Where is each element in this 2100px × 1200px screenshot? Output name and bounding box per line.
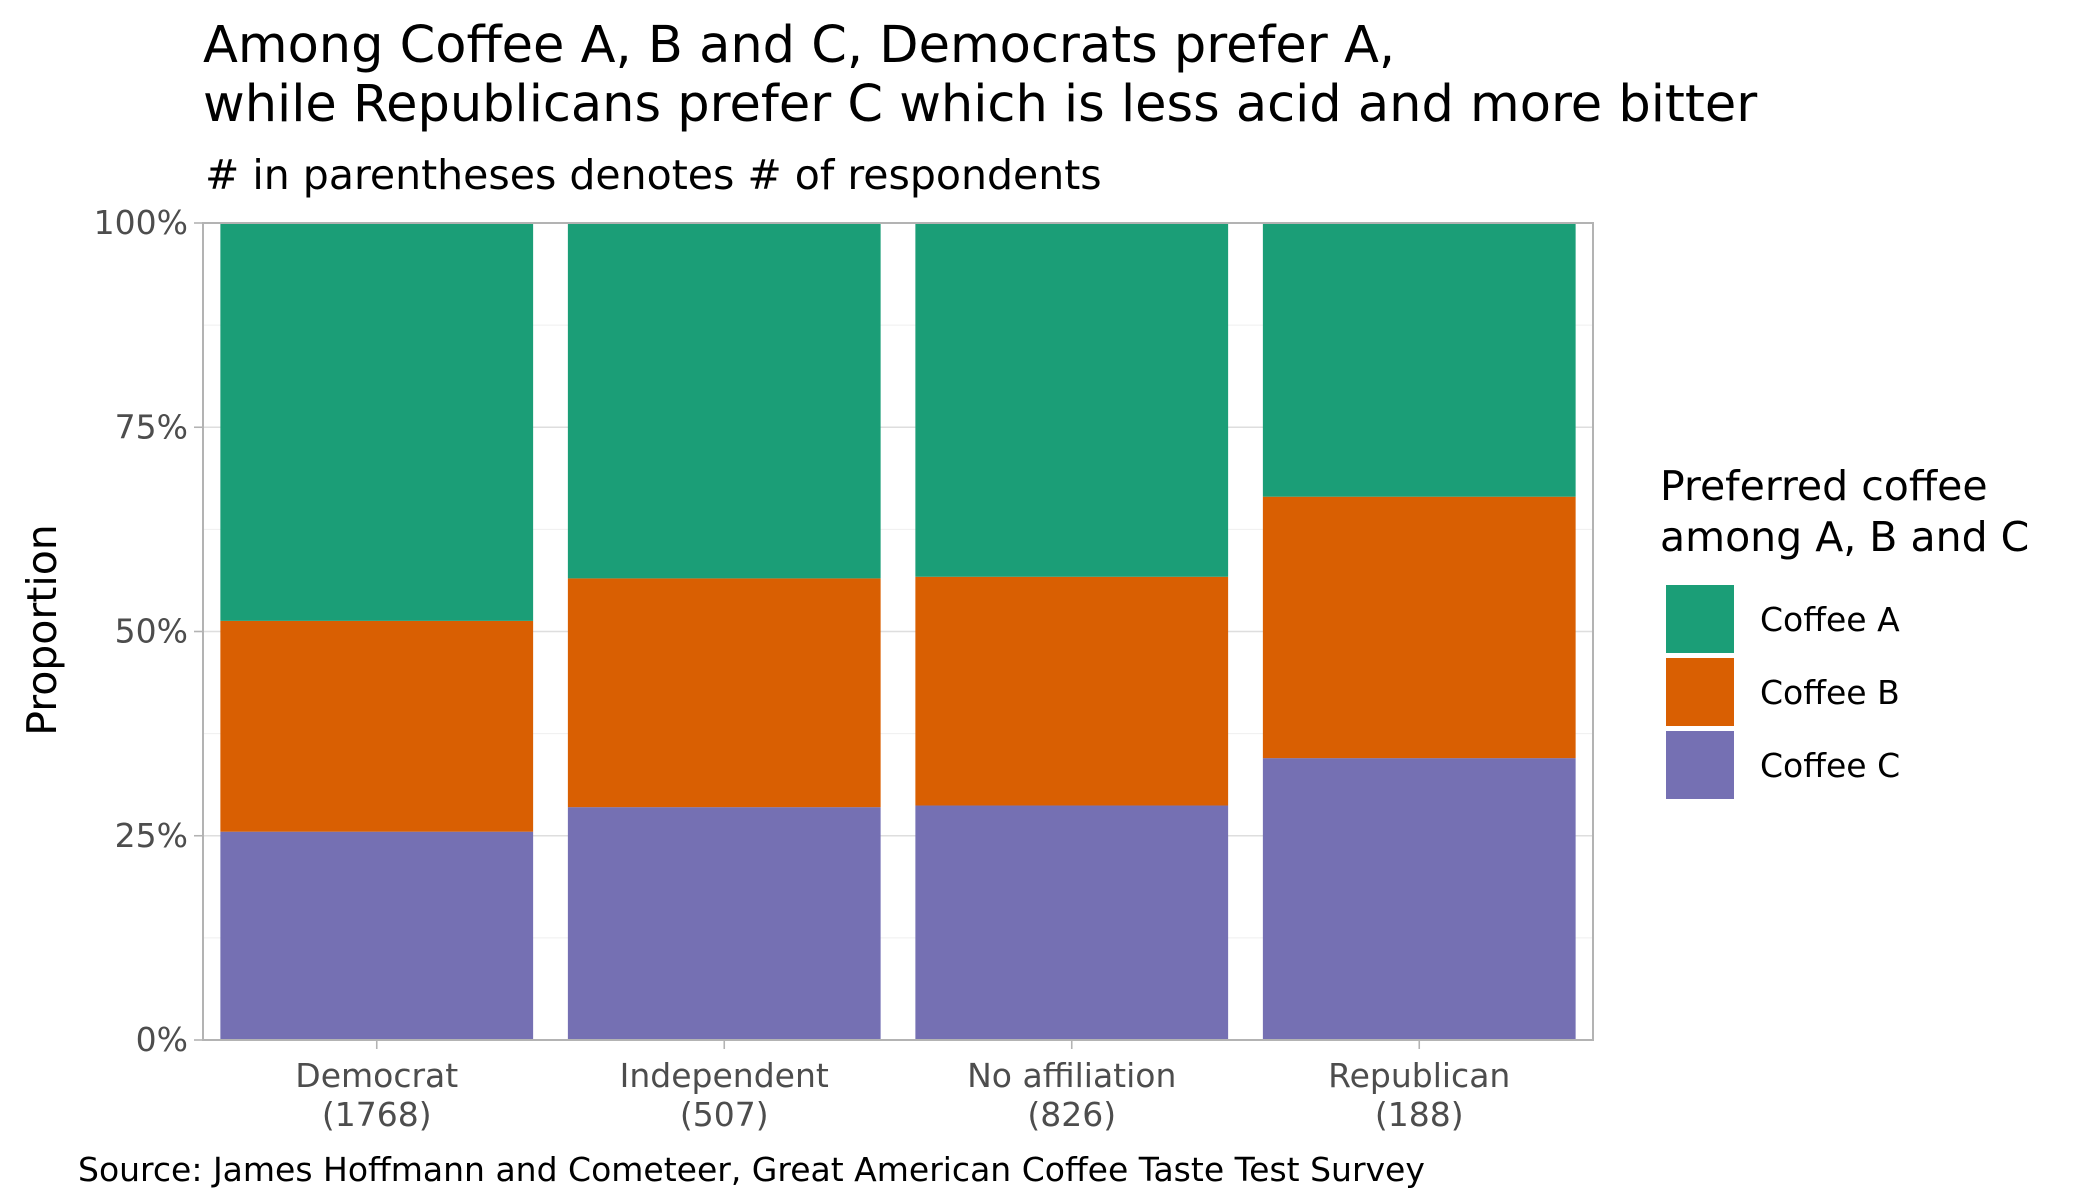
bar-coffee-c-independent: [567, 807, 881, 1040]
chart-subtitle: # in parentheses denotes # of respondent…: [205, 151, 1102, 199]
y-axis: 0% 25% 50% 75% 100%: [94, 203, 203, 1059]
bar-coffee-a-no-affiliation: [915, 223, 1229, 577]
bar-coffee-c-republican: [1262, 758, 1576, 1040]
bar-coffee-a-republican: [1262, 223, 1576, 497]
legend-title-line-2: among A, B and C: [1660, 513, 2029, 561]
legend-label-coffee-a: Coffee A: [1760, 600, 1900, 639]
bar-coffee-b-republican: [1262, 496, 1576, 759]
legend-label-coffee-b: Coffee B: [1760, 673, 1900, 712]
chart-title-group: Among Coffee A, B and C, Democrats prefe…: [203, 16, 1757, 199]
y-tick-label: 0%: [136, 1020, 188, 1059]
y-tick-label: 100%: [94, 203, 188, 242]
x-tick-label: Republican: [1328, 1056, 1510, 1095]
chart-caption: Source: James Hoffmann and Cometeer, Gre…: [78, 1150, 1425, 1189]
x-tick-count-label: (826): [1027, 1095, 1116, 1134]
legend-title-line-1: Preferred coffee: [1660, 462, 1988, 510]
chart-title-line-1: Among Coffee A, B and C, Democrats prefe…: [203, 16, 1395, 75]
legend-items: Coffee A Coffee B Coffee C: [1666, 585, 1900, 799]
y-tick-label: 25%: [115, 816, 188, 855]
legend-label-coffee-c: Coffee C: [1760, 746, 1900, 785]
legend: Preferred coffee among A, B and C Coffee…: [1660, 462, 2029, 799]
bar-coffee-a-democrat: [220, 223, 534, 621]
bar-coffee-b-independent: [567, 578, 881, 808]
y-tick-label: 50%: [115, 612, 188, 651]
bar-coffee-c-democrat: [220, 831, 534, 1040]
bar-coffee-b-democrat: [220, 620, 534, 832]
chart-title-line-2: while Republicans prefer C which is less…: [203, 75, 1757, 134]
y-tick-label: 75%: [115, 407, 188, 446]
bar-coffee-a-independent: [567, 223, 881, 579]
legend-key-coffee-b: [1666, 658, 1734, 726]
x-tick-label: Democrat: [295, 1056, 458, 1095]
legend-key-coffee-c: [1666, 731, 1734, 799]
legend-key-coffee-a: [1666, 585, 1734, 653]
x-tick-label: No affiliation: [967, 1056, 1176, 1095]
x-tick-label: Independent: [620, 1056, 829, 1095]
bars: [220, 223, 1576, 1040]
x-axis: Democrat(1768) Independent(507) No affilia…: [295, 1040, 1510, 1134]
bar-coffee-c-no-affiliation: [915, 805, 1229, 1040]
x-tick-count-label: (1768): [322, 1095, 432, 1134]
bar-coffee-b-no-affiliation: [915, 576, 1229, 806]
x-tick-count-label: (188): [1375, 1095, 1464, 1134]
y-axis-title: Proportion: [18, 524, 66, 736]
x-tick-count-label: (507): [680, 1095, 769, 1134]
